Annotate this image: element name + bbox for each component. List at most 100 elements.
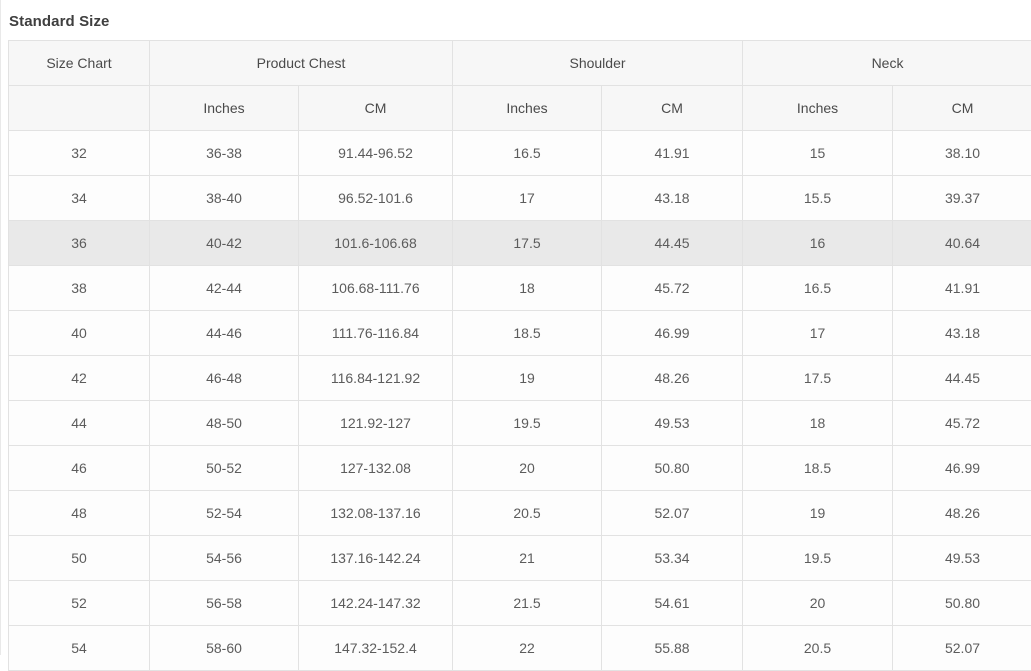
table-cell: 50.80 — [602, 446, 743, 491]
table-cell: 52-54 — [150, 491, 299, 536]
table-cell: 41.91 — [893, 266, 1031, 311]
table-cell: 50.80 — [893, 581, 1031, 626]
table-cell: 19.5 — [453, 401, 602, 446]
table-cell: 40-42 — [150, 221, 299, 266]
table-cell: 127-132.08 — [299, 446, 453, 491]
table-cell: 21.5 — [453, 581, 602, 626]
table-cell: 46 — [9, 446, 150, 491]
table-cell: 36-38 — [150, 131, 299, 176]
table-cell: 38.10 — [893, 131, 1031, 176]
table-cell: 40.64 — [893, 221, 1031, 266]
table-cell: 111.76-116.84 — [299, 311, 453, 356]
table-cell: 18.5 — [743, 446, 893, 491]
table-cell: 19 — [453, 356, 602, 401]
table-cell: 40 — [9, 311, 150, 356]
table-cell: 17 — [453, 176, 602, 221]
group-header-row: Size Chart Product Chest Shoulder Neck — [9, 41, 1031, 86]
table-cell: 18.5 — [453, 311, 602, 356]
table-cell: 45.72 — [893, 401, 1031, 446]
table-cell: 58-60 — [150, 626, 299, 671]
table-cell: 52 — [9, 581, 150, 626]
unit-header-shoulder-cm: CM — [602, 86, 743, 131]
table-cell: 46.99 — [602, 311, 743, 356]
table-cell: 17.5 — [743, 356, 893, 401]
table-cell: 16.5 — [453, 131, 602, 176]
table-cell: 49.53 — [602, 401, 743, 446]
table-cell: 18 — [453, 266, 602, 311]
table-cell: 49.53 — [893, 536, 1031, 581]
table-cell: 46.99 — [893, 446, 1031, 491]
unit-header-neck-inches: Inches — [743, 86, 893, 131]
unit-header-neck-cm: CM — [893, 86, 1031, 131]
table-cell: 50-52 — [150, 446, 299, 491]
table-cell: 17.5 — [453, 221, 602, 266]
table-cell: 142.24-147.32 — [299, 581, 453, 626]
table-cell: 137.16-142.24 — [299, 536, 453, 581]
table-cell: 43.18 — [893, 311, 1031, 356]
table-cell: 20 — [743, 581, 893, 626]
column-header-size-chart: Size Chart — [9, 41, 150, 86]
table-cell: 41.91 — [602, 131, 743, 176]
unit-header-shoulder-inches: Inches — [453, 86, 602, 131]
table-cell: 16.5 — [743, 266, 893, 311]
table-cell: 16 — [743, 221, 893, 266]
table-cell: 48.26 — [602, 356, 743, 401]
table-cell: 52.07 — [602, 491, 743, 536]
table-cell: 39.37 — [893, 176, 1031, 221]
table-cell: 44 — [9, 401, 150, 446]
table-cell: 18 — [743, 401, 893, 446]
table-cell: 54.61 — [602, 581, 743, 626]
unit-header-empty — [9, 86, 150, 131]
table-cell: 20.5 — [453, 491, 602, 536]
table-cell: 147.32-152.4 — [299, 626, 453, 671]
table-cell: 106.68-111.76 — [299, 266, 453, 311]
table-cell: 19.5 — [743, 536, 893, 581]
unit-header-row: Inches CM Inches CM Inches CM — [9, 86, 1031, 131]
table-cell: 45.72 — [602, 266, 743, 311]
table-cell: 38-40 — [150, 176, 299, 221]
table-cell: 116.84-121.92 — [299, 356, 453, 401]
table-cell: 121.92-127 — [299, 401, 453, 446]
table-cell: 34 — [9, 176, 150, 221]
table-cell: 48 — [9, 491, 150, 536]
page-title: Standard Size — [1, 0, 1031, 40]
table-cell: 132.08-137.16 — [299, 491, 453, 536]
table-cell: 52.07 — [893, 626, 1031, 671]
table-cell: 42-44 — [150, 266, 299, 311]
table-cell: 20 — [453, 446, 602, 491]
table-cell: 48-50 — [150, 401, 299, 446]
table-cell: 54 — [9, 626, 150, 671]
table-cell: 43.18 — [602, 176, 743, 221]
table-cell: 101.6-106.68 — [299, 221, 453, 266]
table-cell: 15 — [743, 131, 893, 176]
table-cell: 56-58 — [150, 581, 299, 626]
column-header-neck: Neck — [743, 41, 1031, 86]
table-header: Size Chart Product Chest Shoulder Neck I… — [9, 41, 1031, 131]
table-cell: 15.5 — [743, 176, 893, 221]
unit-header-chest-inches: Inches — [150, 86, 299, 131]
table-cell: 53.34 — [602, 536, 743, 581]
table-cell: 22 — [453, 626, 602, 671]
table-cell: 91.44-96.52 — [299, 131, 453, 176]
table-cell: 20.5 — [743, 626, 893, 671]
table-cell: 38 — [9, 266, 150, 311]
table-cell: 44.45 — [602, 221, 743, 266]
table-cell: 50 — [9, 536, 150, 581]
unit-header-chest-cm: CM — [299, 86, 453, 131]
column-header-shoulder: Shoulder — [453, 41, 743, 86]
table-cell: 55.88 — [602, 626, 743, 671]
table-cell: 54-56 — [150, 536, 299, 581]
